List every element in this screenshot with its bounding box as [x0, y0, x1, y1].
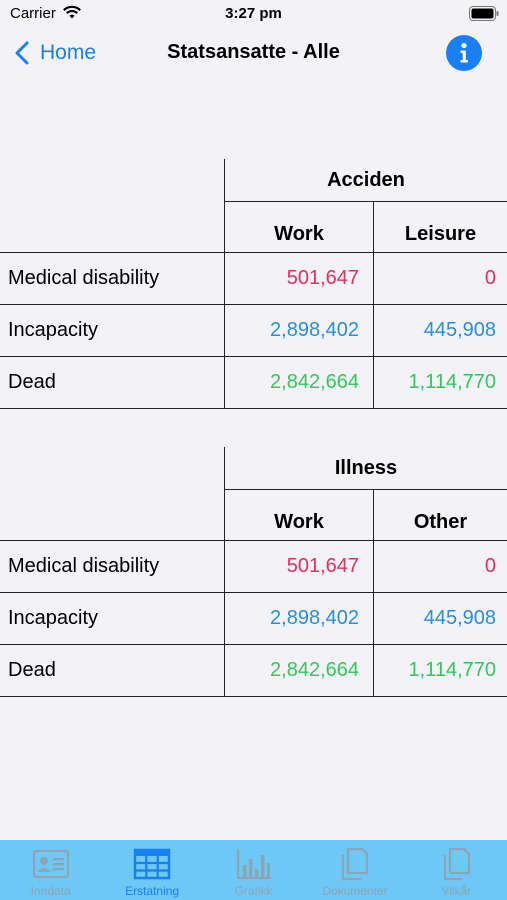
illness-table: Illness Work Other Medical disability 50… — [0, 447, 507, 697]
back-button[interactable]: Home — [14, 38, 96, 68]
table-group-header-row: Acciden — [0, 159, 507, 202]
tab-vilkar[interactable]: Vilkår — [406, 840, 507, 900]
cell-value: 0 — [373, 541, 507, 592]
bar-chart-icon — [236, 849, 271, 880]
cell-value: 501,647 — [224, 541, 373, 592]
cell-value: 2,842,664 — [224, 357, 373, 408]
tab-label: Grafikk — [234, 884, 273, 898]
wifi-icon — [63, 5, 81, 19]
tab-label: Vilkår — [441, 884, 472, 898]
group-header-illness: Illness — [224, 447, 507, 490]
group-header-accident: Acciden — [224, 159, 507, 202]
row-label: Incapacity — [8, 319, 99, 341]
navigation-bar: Home Statsansatte - Alle — [0, 28, 507, 78]
row-label: Dead — [8, 659, 56, 681]
cell-value: 2,898,402 — [224, 305, 373, 356]
table-column-header-row: Work Leisure — [0, 202, 507, 253]
cell-value: 2,842,664 — [224, 645, 373, 696]
table-grid-icon — [133, 848, 171, 880]
terms-icon — [444, 847, 471, 881]
page-title: Statsansatte - Alle — [167, 41, 340, 63]
table-column-header-row: Work Other — [0, 490, 507, 541]
chevron-left-icon — [15, 41, 29, 65]
column-header-work: Work — [224, 490, 373, 541]
row-label: Incapacity — [8, 607, 99, 629]
cell-value: 501,647 — [224, 253, 373, 304]
battery-icon — [469, 6, 499, 21]
table-row: Incapacity 2,898,402 445,908 — [0, 305, 507, 357]
status-bar: Carrier 3:27 pm — [0, 0, 507, 28]
row-label: Medical disability — [8, 555, 160, 577]
tab-dokumenter[interactable]: Dokumenter — [304, 840, 405, 900]
id-card-icon — [32, 849, 69, 879]
tab-label: Erstatning — [125, 884, 180, 898]
tab-label: Dokumenter — [322, 884, 388, 898]
tab-erstatning[interactable]: Erstatning — [101, 840, 202, 900]
table-row: Incapacity 2,898,402 445,908 — [0, 593, 507, 645]
row-label: Dead — [8, 371, 56, 393]
info-icon — [460, 42, 468, 63]
info-button[interactable] — [446, 35, 482, 71]
cell-value: 1,114,770 — [373, 645, 507, 696]
table-row: Dead 2,842,664 1,114,770 — [0, 357, 507, 409]
cell-value: 1,114,770 — [373, 357, 507, 408]
back-button-label: Home — [40, 41, 97, 64]
column-header-work: Work — [224, 202, 373, 253]
table-row: Medical disability 501,647 0 — [0, 253, 507, 305]
accident-table: Acciden Work Leisure Medical disability … — [0, 159, 507, 409]
documents-icon — [341, 847, 369, 881]
cell-value: 445,908 — [373, 593, 507, 644]
cell-value: 0 — [373, 253, 507, 304]
column-header-other: Other — [373, 490, 507, 541]
cell-value: 2,898,402 — [224, 593, 373, 644]
tab-grafikk[interactable]: Grafikk — [203, 840, 304, 900]
column-header-leisure: Leisure — [373, 202, 507, 253]
tab-label: Inndata — [30, 884, 71, 898]
clock: 3:27 pm — [225, 5, 282, 22]
table-row: Dead 2,842,664 1,114,770 — [0, 645, 507, 697]
table-row: Medical disability 501,647 0 — [0, 541, 507, 593]
table-group-header-row: Illness — [0, 447, 507, 490]
tab-bar: Inndata Erstatning Grafikk Dokumenter — [0, 840, 507, 900]
carrier-label: Carrier — [10, 5, 56, 22]
tab-inndata[interactable]: Inndata — [0, 840, 101, 900]
cell-value: 445,908 — [373, 305, 507, 356]
row-label: Medical disability — [8, 267, 160, 289]
